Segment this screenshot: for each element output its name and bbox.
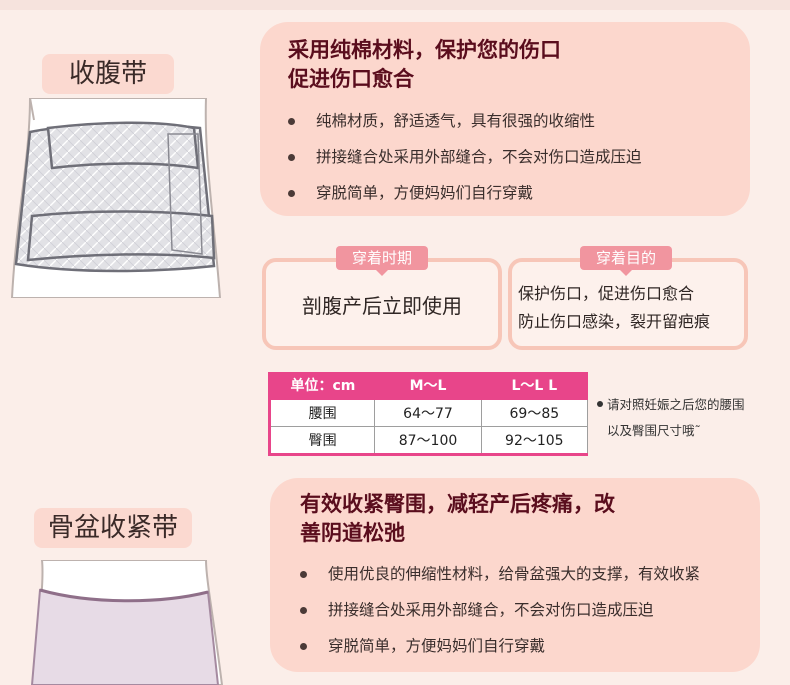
wear-period-tag: 穿着时期 xyxy=(336,246,428,276)
pelvic-belt-label: 骨盆收紧带 xyxy=(34,508,192,548)
size-table-header-ml: M～L xyxy=(374,372,482,400)
size-table: 单位：cm M～L L～L L 腰围 64～77 69～85 臀围 87～100… xyxy=(268,372,589,456)
size-table-row-label: 腰围 xyxy=(268,398,376,427)
belly-band-feature-2: 拼接缝合处采用外部缝合，不会对伤口造成压迫 xyxy=(288,139,750,175)
bullet-icon xyxy=(288,153,295,161)
size-table-header-lll: L～L L xyxy=(481,372,588,400)
bullet-icon xyxy=(300,570,307,578)
bullet-icon xyxy=(300,606,307,614)
pelvic-belt-illustration xyxy=(30,560,224,685)
pelvic-belt-feature-card: 有效收紧臀围，减轻产后疼痛，改 善阴道松弛 使用优良的伸缩性材料，给骨盆强大的支… xyxy=(270,478,760,672)
pelvic-belt-feature-2: 拼接缝合处采用外部缝合，不会对伤口造成压迫 xyxy=(300,592,760,628)
pelvic-belt-headline-1: 有效收紧臀围，减轻产后疼痛，改 xyxy=(300,492,615,516)
belly-band-feature-card: 采用纯棉材料，保护您的伤口 促进伤口愈合 纯棉材质，舒适透气，具有很强的收缩性 … xyxy=(260,22,750,216)
bullet-icon xyxy=(288,189,295,197)
size-note-line-1: 请对照妊娠之后您的腰围 xyxy=(607,397,745,412)
belly-band-illustration xyxy=(8,98,230,298)
table-cell: 92～105 xyxy=(480,426,589,455)
wear-purpose-line-2: 防止伤口感染，裂开留疤痕 xyxy=(518,312,711,331)
size-table-header-row: 单位：cm M～L L～L L xyxy=(269,372,588,400)
table-row: 臀围 87～100 92～105 xyxy=(268,426,589,455)
size-table-row-label: 臀围 xyxy=(268,426,376,455)
bullet-icon xyxy=(597,401,603,407)
wear-purpose-tag: 穿着目的 xyxy=(580,246,672,276)
pelvic-belt-headline-2: 善阴道松弛 xyxy=(300,521,405,545)
table-cell: 64～77 xyxy=(374,398,482,427)
top-strip xyxy=(0,0,790,10)
wear-period-text: 剖腹产后立即使用 xyxy=(302,294,462,318)
pelvic-belt-feature-1: 使用优良的伸缩性材料，给骨盆强大的支撑，有效收紧 xyxy=(300,556,760,592)
belly-band-headline-2: 促进伤口愈合 xyxy=(288,67,414,91)
size-table-unit-header: 单位：cm xyxy=(269,372,375,400)
belly-band-feature-1: 纯棉材质，舒适透气，具有很强的收缩性 xyxy=(288,103,750,139)
table-row: 腰围 64～77 69～85 xyxy=(268,398,589,427)
bullet-icon xyxy=(300,642,307,650)
pelvic-belt-feature-3: 穿脱简单，方便妈妈们自行穿戴 xyxy=(300,628,760,664)
size-note: 请对照妊娠之后您的腰围 以及臀围尺寸哦˜ xyxy=(597,392,745,444)
belly-band-label: 收腹带 xyxy=(42,54,174,94)
table-cell: 87～100 xyxy=(374,426,482,455)
bullet-icon xyxy=(288,117,295,125)
wear-purpose-line-1: 保护伤口，促进伤口愈合 xyxy=(518,284,695,303)
belly-band-headline-1: 采用纯棉材料，保护您的伤口 xyxy=(288,38,561,62)
table-cell: 69～85 xyxy=(480,398,589,427)
belly-band-feature-3: 穿脱简单，方便妈妈们自行穿戴 xyxy=(288,175,750,211)
size-note-line-2: 以及臀围尺寸哦˜ xyxy=(607,423,701,438)
